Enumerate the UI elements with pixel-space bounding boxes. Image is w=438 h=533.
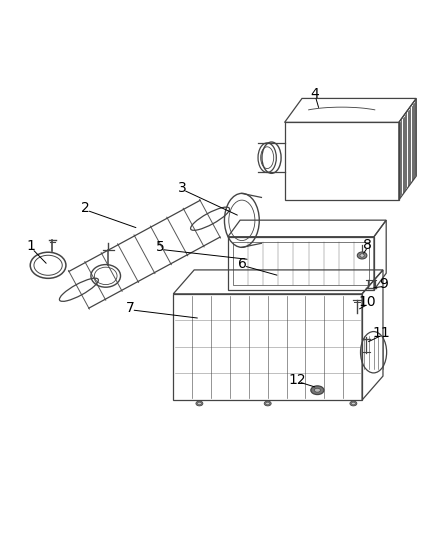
Text: 9: 9 (379, 277, 389, 291)
Ellipse shape (264, 401, 271, 406)
Ellipse shape (360, 254, 364, 257)
Text: 2: 2 (81, 201, 90, 215)
Ellipse shape (314, 388, 321, 392)
Text: 11: 11 (372, 326, 390, 340)
Ellipse shape (311, 386, 324, 394)
Ellipse shape (196, 401, 203, 406)
Text: 7: 7 (126, 301, 135, 314)
Ellipse shape (198, 402, 201, 405)
Text: 1: 1 (27, 239, 35, 254)
Ellipse shape (266, 402, 270, 405)
Ellipse shape (351, 402, 355, 405)
Ellipse shape (357, 252, 367, 259)
Text: 8: 8 (363, 238, 371, 252)
Text: 10: 10 (358, 295, 376, 309)
Ellipse shape (350, 401, 357, 406)
Text: 5: 5 (156, 240, 165, 254)
Text: 3: 3 (178, 181, 187, 195)
Text: 4: 4 (310, 87, 319, 101)
Text: 6: 6 (238, 257, 247, 271)
Text: 12: 12 (289, 373, 306, 386)
